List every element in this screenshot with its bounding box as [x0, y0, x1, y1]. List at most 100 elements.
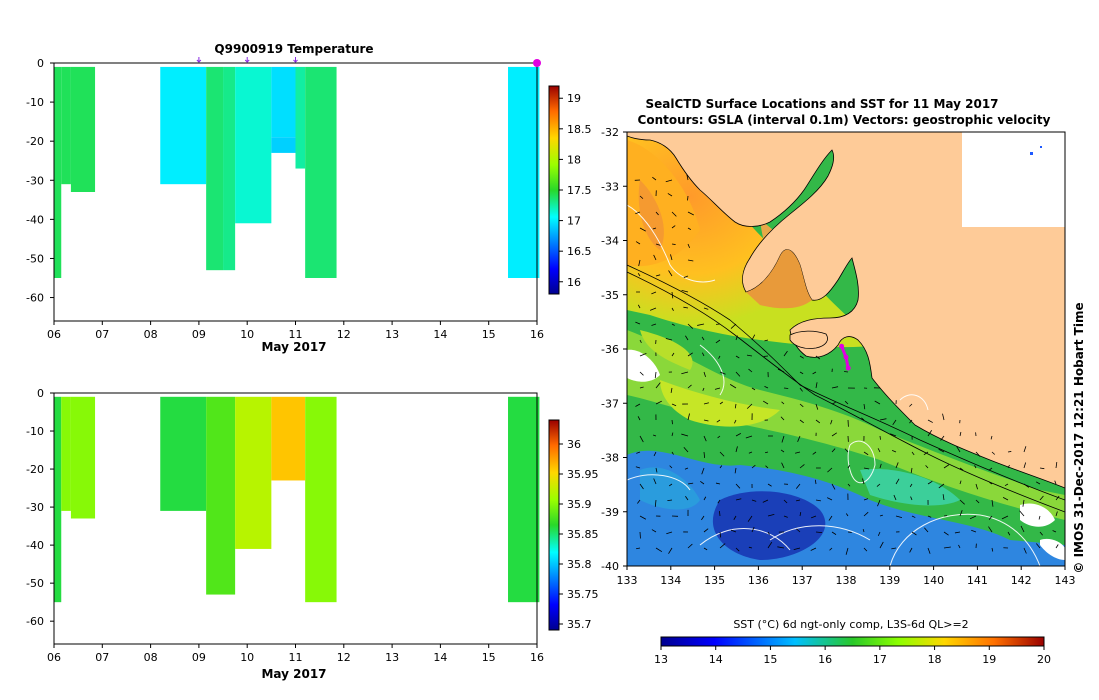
- velocity-vector: [671, 432, 674, 437]
- velocity-vector: [735, 446, 738, 453]
- lon-tick-label: 142: [1011, 574, 1032, 587]
- velocity-vector: [815, 382, 818, 389]
- velocity-vector: [701, 467, 705, 475]
- velocity-vector: [831, 432, 838, 437]
- velocity-vector: [653, 451, 657, 457]
- velocity-vector: [1023, 547, 1027, 554]
- velocity-vector: [687, 211, 694, 216]
- velocity-vector: [988, 515, 993, 520]
- velocity-vector: [719, 511, 721, 517]
- x-tick-label: 07: [95, 328, 109, 341]
- velocity-vector: [959, 467, 964, 471]
- velocity-vector: [892, 419, 897, 426]
- velocity-vector: [847, 483, 851, 487]
- x-tick-label: 16: [530, 328, 544, 341]
- temperature-cells: [54, 66, 540, 278]
- lat-tick-label: -35: [601, 289, 619, 302]
- velocity-vector: [844, 400, 849, 405]
- velocity-vector: [1039, 467, 1045, 470]
- velocity-vector: [1036, 543, 1041, 549]
- velocity-vector: [909, 547, 913, 553]
- velocity-vector: [719, 531, 722, 538]
- velocity-vector: [924, 527, 929, 533]
- sst-colorbar-label: SST (°C) 6d ngt-only comp, L3S-6d QL>=2: [733, 618, 968, 631]
- velocity-vector: [797, 435, 801, 442]
- velocity-vector: [687, 413, 690, 421]
- velocity-vector: [799, 371, 804, 375]
- velocity-vector: [877, 499, 881, 507]
- colorbar-tick-label: 35.9: [567, 498, 592, 511]
- salinity-colorbar: 36 35.95 35.9 35.85 35.8 35.75 35.7: [548, 419, 599, 631]
- velocity-vector: [639, 227, 646, 232]
- lon-tick-label: 139: [879, 574, 900, 587]
- velocity-vector: [697, 323, 705, 326]
- lat-tick-label: -38: [601, 452, 619, 465]
- velocity-vector: [635, 241, 641, 245]
- kangaroo-island: [789, 330, 828, 349]
- velocity-vector: [747, 515, 753, 522]
- velocity-vector: [780, 416, 785, 421]
- velocity-vector: [989, 482, 993, 485]
- velocity-vector: [783, 499, 788, 504]
- velocity-vector: [781, 401, 785, 405]
- lon-tick-label: 143: [1055, 574, 1076, 587]
- velocity-vector: [1055, 511, 1058, 517]
- velocity-vector: [639, 483, 644, 490]
- cast-marker: [196, 57, 202, 63]
- profile-cell: [271, 66, 296, 138]
- velocity-vector: [764, 339, 769, 342]
- y-tick-label: -60: [26, 615, 44, 628]
- y-tick-label: -40: [26, 539, 44, 552]
- velocity-vector: [702, 352, 705, 357]
- velocity-vector: [943, 464, 950, 469]
- y-tick-label: -50: [26, 252, 44, 265]
- velocity-vector: [686, 174, 689, 181]
- velocity-vector: [911, 515, 916, 518]
- velocity-vector: [717, 499, 721, 504]
- velocity-vector: [719, 465, 723, 469]
- colorbar-tick-label: 35.7: [567, 618, 592, 631]
- velocity-vector: [654, 371, 657, 379]
- velocity-vector: [652, 434, 657, 437]
- velocity-vector: [810, 547, 817, 551]
- velocity-vector: [847, 464, 851, 469]
- velocity-vector: [717, 435, 721, 439]
- velocity-vector: [730, 323, 737, 329]
- velocity-vector: [1023, 446, 1027, 453]
- velocity-vector: [1023, 462, 1027, 469]
- velocity-vector: [655, 211, 659, 216]
- velocity-vector: [671, 307, 674, 311]
- colorbar-tick-label: 36: [567, 438, 581, 451]
- sst-colorbar-tick-label: 15: [763, 653, 777, 666]
- velocity-vector: [655, 547, 663, 553]
- velocity-vector: [636, 547, 641, 550]
- velocity-vector: [639, 371, 644, 376]
- temperature-colorbar: 19 18.5 18 17.5 17 16.5 16: [548, 85, 592, 295]
- velocity-vector: [923, 451, 929, 456]
- lat-tick-label: -36: [601, 343, 619, 356]
- velocity-vector: [715, 339, 721, 344]
- velocity-vector: [746, 354, 753, 357]
- velocity-vector: [893, 494, 897, 501]
- velocity-vector: [703, 547, 708, 551]
- velocity-vector: [762, 499, 769, 503]
- velocity-vector: [863, 451, 869, 456]
- bathymetry-lines: [627, 264, 1065, 513]
- velocity-vector: [911, 451, 915, 456]
- velocity-vector: [777, 546, 785, 549]
- velocity-vector: [863, 467, 870, 470]
- velocity-vector: [831, 448, 836, 453]
- velocity-vector: [719, 401, 724, 405]
- velocity-vector: [781, 435, 785, 443]
- profile-cell: [305, 66, 337, 278]
- velocity-vector: [687, 384, 692, 389]
- velocity-vector: [687, 352, 693, 357]
- velocity-vector: [991, 547, 994, 552]
- x-tick-label: 10: [240, 328, 254, 341]
- velocity-vector: [767, 514, 775, 517]
- velocity-vector: [703, 307, 709, 310]
- velocity-vector: [895, 462, 899, 469]
- velocity-vector: [1039, 495, 1044, 501]
- velocity-vector: [762, 400, 769, 405]
- profile-cell: [271, 396, 306, 481]
